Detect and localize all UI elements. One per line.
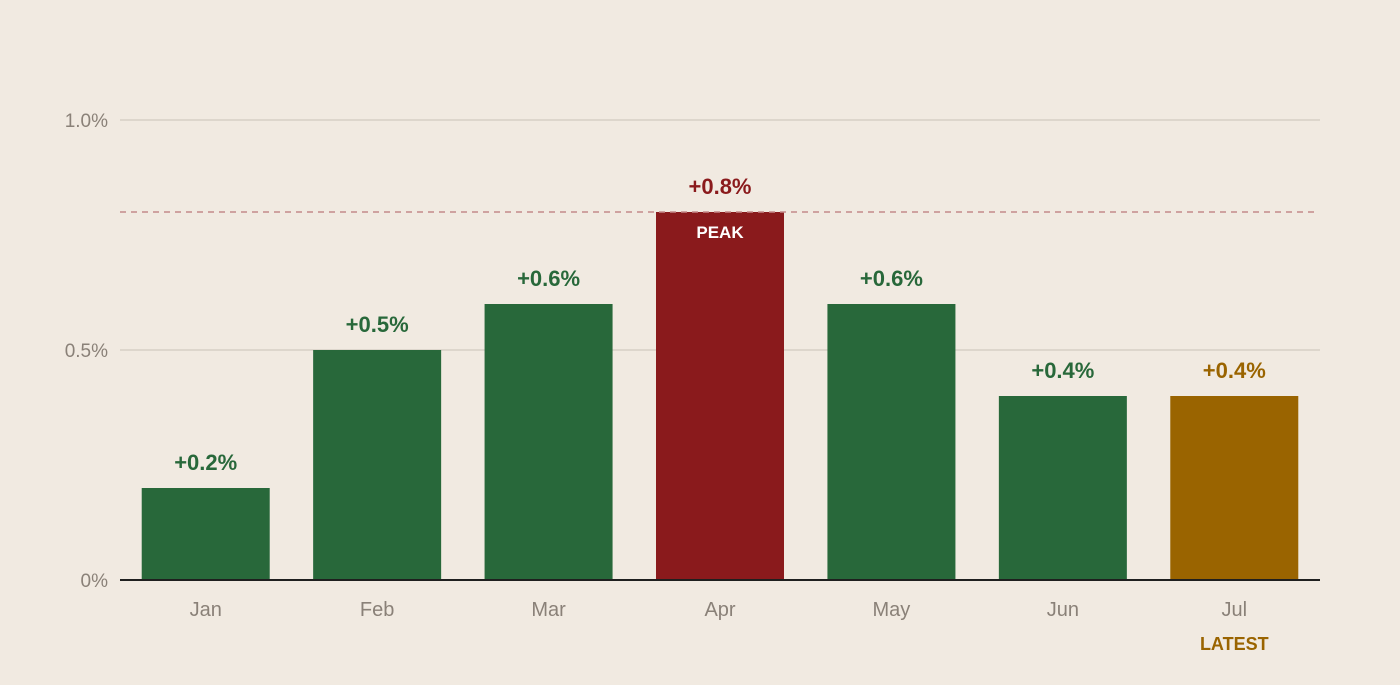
bars (141, 212, 1299, 580)
value-labels: +0.2% +0.5% +0.6% +0.8% PEAK +0.6% +0.4% +0.4% (174, 174, 1266, 475)
peak-label: PEAK (696, 223, 744, 242)
bar-jun (998, 396, 1127, 580)
value-label-mar: +0.6% (517, 266, 580, 291)
bar-apr (656, 212, 784, 580)
y-axis-ticks: 0% 0.5% 1.0% (65, 111, 108, 592)
x-tick-label: Jul (1221, 599, 1247, 621)
value-label-apr: +0.8% (689, 174, 752, 199)
value-label-jul: +0.4% (1203, 358, 1266, 383)
x-tick-label: Jan (190, 599, 222, 621)
x-tick-label: Mar (531, 599, 566, 621)
x-tick-label: Apr (704, 599, 735, 621)
bar-feb (313, 350, 442, 580)
x-tick-label: May (873, 599, 911, 621)
x-tick-label: Jun (1047, 599, 1079, 621)
x-tick-label: Feb (360, 599, 394, 621)
bar-jan (141, 488, 270, 580)
latest-label: LATEST (1200, 634, 1269, 654)
value-label-jan: +0.2% (174, 450, 237, 475)
y-tick-label: 1.0% (65, 111, 108, 132)
y-tick-label: 0% (81, 571, 109, 592)
bar-mar (484, 304, 613, 580)
y-tick-label: 0.5% (65, 341, 108, 362)
x-axis-ticks: Jan Feb Mar Apr May Jun Jul LATEST (120, 579, 1320, 654)
bar-jul (1170, 396, 1299, 580)
value-label-jun: +0.4% (1031, 358, 1094, 383)
value-label-feb: +0.5% (346, 312, 409, 337)
value-label-may: +0.6% (860, 266, 923, 291)
bar-may (827, 304, 956, 580)
